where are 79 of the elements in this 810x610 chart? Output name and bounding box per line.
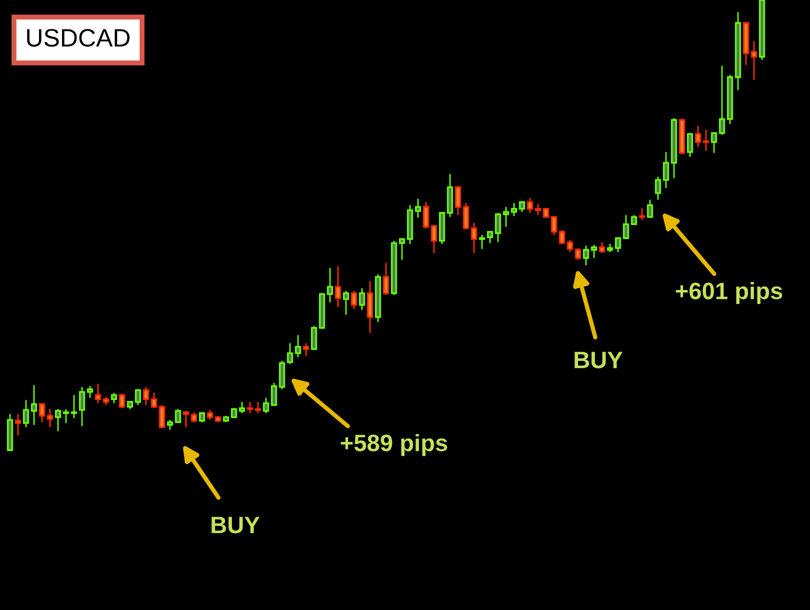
- candlestick: [582, 245, 590, 266]
- annotation: +589 pips: [340, 434, 448, 456]
- candlestick: [206, 409, 214, 421]
- candlestick: [70, 394, 78, 419]
- candlestick: [326, 267, 334, 303]
- candlestick: [46, 408, 54, 428]
- candlestick: [622, 214, 630, 240]
- candlestick: [454, 185, 462, 216]
- candlestick: [94, 383, 102, 404]
- candlestick: [238, 401, 246, 414]
- candlestick: [278, 360, 286, 390]
- candlestick: [550, 215, 558, 236]
- candlestick: [534, 203, 542, 216]
- candlestick: [150, 392, 158, 409]
- candlestick: [422, 201, 430, 229]
- candlestick: [54, 408, 62, 432]
- candlestick: [750, 40, 758, 81]
- candlestick: [302, 342, 310, 357]
- candlestick: [510, 202, 518, 217]
- candlestick: [494, 212, 502, 243]
- candlestick: [710, 131, 718, 154]
- candlestick: [174, 408, 182, 424]
- candlestick: [254, 401, 262, 414]
- text: BUY: [212, 516, 260, 534]
- candlestick: [198, 412, 206, 423]
- candlestick: [38, 402, 46, 423]
- candlestick: [702, 129, 710, 152]
- candlestick: [14, 413, 22, 436]
- candlestick: [614, 237, 622, 253]
- candlestick: [190, 412, 198, 423]
- candlestick: [110, 392, 118, 404]
- text: USDCAD: [27, 29, 130, 47]
- candlestick: [686, 132, 694, 158]
- candlestick: [334, 265, 342, 308]
- candlestick: [430, 224, 438, 254]
- candlestick: [158, 404, 166, 429]
- candlestick: [558, 229, 566, 245]
- candlestick: [30, 384, 38, 426]
- candlestick: [486, 230, 494, 244]
- candlestick: [294, 334, 302, 358]
- candlestick: [566, 239, 574, 253]
- candlestick: [502, 206, 510, 228]
- candlestick: [286, 342, 294, 365]
- candlestick: [246, 401, 254, 414]
- candlestick: [662, 151, 670, 189]
- annotation: +601 pips: [676, 282, 782, 304]
- candlestick: [518, 200, 526, 213]
- candlestick: [22, 399, 30, 428]
- candlestick: [78, 386, 86, 427]
- candlestick: [590, 244, 598, 259]
- candlestick: [270, 382, 278, 407]
- candlestick: [398, 237, 406, 260]
- candlestick: [382, 262, 390, 296]
- candlestick: [526, 197, 534, 214]
- candlestick: [694, 125, 702, 148]
- candlestick: [470, 222, 478, 254]
- candlestick: [414, 198, 422, 219]
- candlestick: [62, 408, 70, 424]
- candlestick: [310, 325, 318, 351]
- annotation: BUY: [574, 352, 623, 368]
- candlestick: [358, 288, 366, 311]
- candlestick: [462, 202, 470, 230]
- candlestick: [366, 280, 374, 334]
- candlestick: [638, 207, 646, 221]
- candlestick: [262, 397, 270, 414]
- candlestick: [182, 410, 190, 428]
- candlestick: [718, 65, 726, 136]
- candlestick: [646, 199, 654, 219]
- candlestick: [350, 290, 358, 310]
- candlestick: [654, 176, 662, 200]
- candlestick: [342, 290, 350, 316]
- candlestick: [118, 393, 126, 409]
- candlestick: [142, 386, 150, 406]
- candlestick: [574, 247, 582, 260]
- candlestick: [134, 388, 142, 406]
- candlestick: [598, 242, 606, 254]
- candlestick: [478, 234, 486, 250]
- candlestick: [86, 385, 94, 398]
- candlestick: [166, 419, 174, 431]
